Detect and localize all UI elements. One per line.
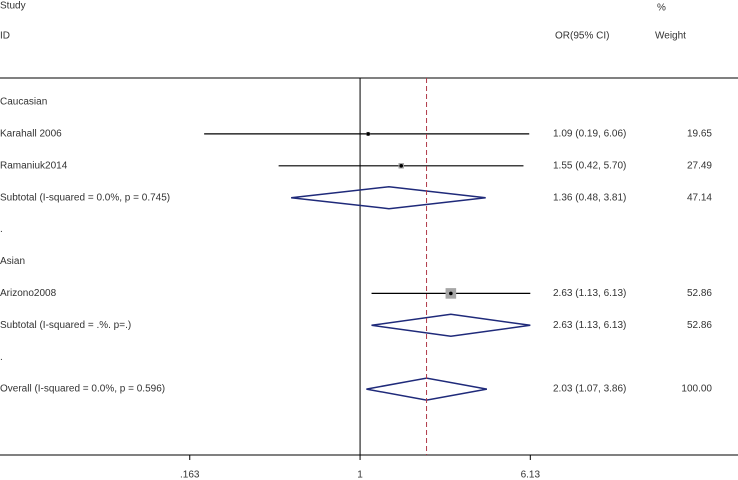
- row-label: Subtotal (I-squared = 0.0%, p = 0.745): [0, 192, 170, 203]
- ci-label: 2.63 (1.13, 6.13): [553, 288, 626, 299]
- weight-label: 19.65: [687, 129, 712, 140]
- ci-label: 1.55 (0.42, 5.70): [553, 160, 626, 171]
- row-label: Asian: [0, 256, 25, 267]
- weight-label: 100.00: [681, 384, 712, 395]
- x-tick-label: 1: [357, 470, 363, 480]
- row-label: Ramaniuk2014: [0, 160, 68, 171]
- weight-label: 47.14: [687, 192, 712, 203]
- ci-label: 2.63 (1.13, 6.13): [553, 320, 626, 331]
- point-estimate: [399, 164, 404, 168]
- ci-label: 1.36 (0.48, 3.81): [553, 192, 626, 203]
- row-label: Arizono2008: [0, 288, 57, 299]
- ci-label: 1.09 (0.19, 6.06): [553, 129, 626, 140]
- x-tick-label: 6.13: [521, 470, 541, 480]
- overall-diamond: [366, 377, 488, 401]
- header-study: Study: [0, 1, 26, 12]
- header-effect: OR(95% CI): [555, 31, 609, 42]
- point-estimate: [366, 132, 370, 136]
- weight-label: 27.49: [687, 160, 712, 171]
- ci-label: 2.03 (1.07, 3.86): [553, 384, 626, 395]
- subtotal-diamond: [291, 185, 486, 210]
- point-estimate: [449, 291, 453, 296]
- row-label: Karahall 2006: [0, 129, 62, 140]
- row-label: Overall (I-squared = 0.0%, p = 0.596): [0, 384, 165, 395]
- row-label: .: [0, 352, 3, 363]
- row-label: .: [0, 224, 3, 235]
- x-tick-label: .163: [180, 470, 200, 480]
- subtotal-diamond: [371, 313, 531, 338]
- header-id: ID: [0, 31, 10, 42]
- row-label: Caucasian: [0, 97, 47, 108]
- row-label: Subtotal (I-squared = .%. p=.): [0, 320, 131, 331]
- header-weight: Weight: [655, 31, 686, 42]
- weight-label: 52.86: [687, 320, 712, 331]
- header-weight-pct: %: [657, 3, 666, 14]
- weight-label: 52.86: [687, 288, 712, 299]
